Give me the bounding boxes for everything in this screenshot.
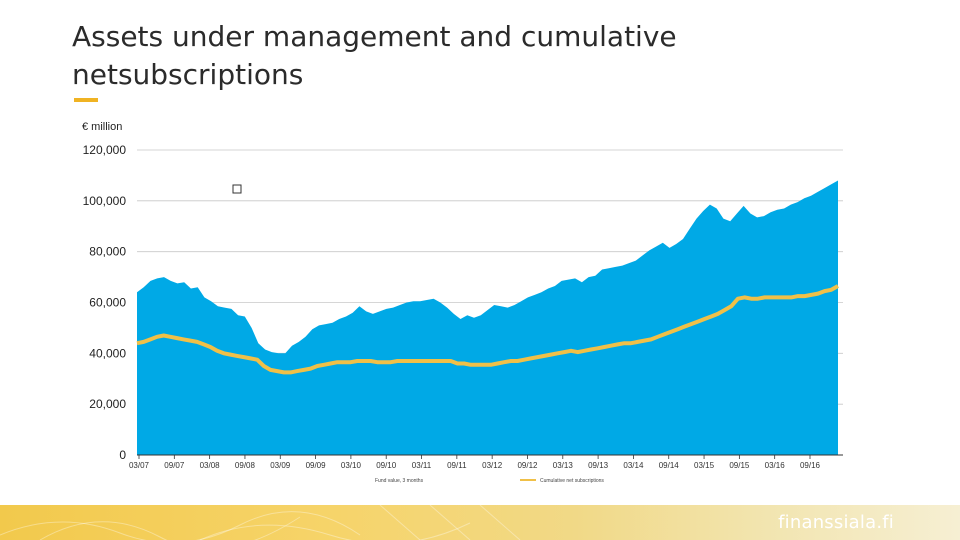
y-tick-label: 40,000 <box>89 346 126 360</box>
brand-logo-text: finanssiala.fi <box>778 512 894 533</box>
y-tick-label: 0 <box>119 448 126 462</box>
x-tick-label: 03/13 <box>553 461 574 470</box>
x-tick-label: 09/10 <box>376 461 397 470</box>
x-tick-label: 03/08 <box>200 461 221 470</box>
x-tick-label: 09/07 <box>164 461 185 470</box>
x-tick-label: 03/11 <box>412 461 432 470</box>
footer-band <box>0 505 960 540</box>
y-axis-ticks: 0 20,000 40,000 60,000 80,000 100,000 120,000 <box>83 143 127 462</box>
x-tick-label: 03/14 <box>623 461 644 470</box>
x-tick-label: 09/16 <box>800 461 821 470</box>
aum-area-series <box>137 180 838 455</box>
x-tick-label: 09/13 <box>588 461 609 470</box>
net-subscriptions-line-series <box>136 284 839 375</box>
y-tick-label: 100,000 <box>83 194 127 208</box>
legend: Fund value, 3 months Cumulative net subs… <box>375 478 604 484</box>
x-tick-label: 03/07 <box>129 461 150 470</box>
x-tick-label: 09/15 <box>729 461 750 470</box>
y-tick-label: 20,000 <box>89 397 126 411</box>
slide-title: Assets under management and cumulative n… <box>72 20 677 91</box>
x-tick-label: 09/12 <box>517 461 538 470</box>
x-tick-label: 09/14 <box>659 461 680 470</box>
x-tick-label: 09/08 <box>235 461 256 470</box>
y-tick-label: 60,000 <box>89 296 126 310</box>
x-tick-label: 03/12 <box>482 461 503 470</box>
x-tick-label: 09/11 <box>447 461 467 470</box>
y-tick-label: 80,000 <box>89 245 126 259</box>
legend-box-marker <box>232 184 242 194</box>
x-axis-ticks: 03/07 09/07 03/08 09/08 03/09 09/09 03/10 09/10… <box>129 455 821 470</box>
unit-label: € million <box>82 121 122 133</box>
x-tick-label: 09/09 <box>306 461 327 470</box>
y-tick-label: 120,000 <box>83 143 127 157</box>
x-tick-label: 03/16 <box>765 461 786 470</box>
aum-chart: € million 0 20,000 40,000 60,000 80,000 100,0… <box>82 121 843 484</box>
legend-entry-net-subscriptions: Cumulative net subscriptions <box>540 478 604 484</box>
title-accent-bar <box>74 98 98 102</box>
x-tick-label: 03/10 <box>341 461 362 470</box>
legend-entry-fund-value: Fund value, 3 months <box>375 478 424 484</box>
x-tick-label: 03/09 <box>270 461 291 470</box>
x-tick-label: 03/15 <box>694 461 715 470</box>
